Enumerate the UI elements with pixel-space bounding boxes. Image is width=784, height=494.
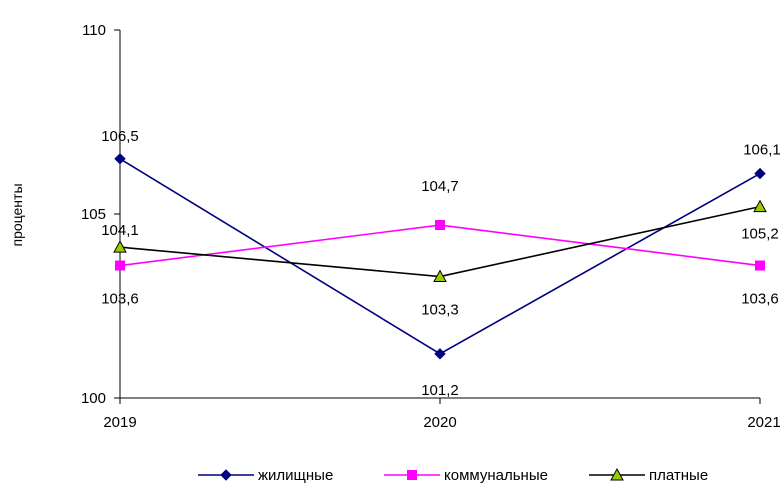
data-labels: 106,5 101,2 106,1 103,6 104,7 103,6 104,1 103,3… xyxy=(101,128,781,399)
data-point-платные xyxy=(433,269,447,283)
legend: жилищные коммунальные платные xyxy=(198,467,708,484)
x-tick-label: 2019 xyxy=(103,414,136,431)
data-label: 104,7 xyxy=(421,178,459,195)
legend-label-платные: платные xyxy=(649,467,708,484)
axes: 100 105 110 2019 2020 2021 xyxy=(81,22,781,431)
data-point-коммунальные xyxy=(435,220,445,231)
data-point-платные xyxy=(113,240,127,253)
data-label: 106,1 xyxy=(743,142,781,159)
series-layer xyxy=(113,153,767,360)
y-tick-label: 100 xyxy=(81,390,106,407)
data-point-платные xyxy=(753,199,767,213)
legend-label-жилищные: жилищные xyxy=(258,467,333,484)
y-axis-label: проценты xyxy=(9,183,25,246)
data-label: 103,6 xyxy=(101,291,139,308)
series-line-коммунальные xyxy=(119,224,761,267)
data-label: 105,2 xyxy=(741,226,779,243)
data-point-коммунальные xyxy=(115,260,125,271)
x-tick-label: 2020 xyxy=(423,414,456,431)
legend-marker-платные xyxy=(610,467,624,481)
x-tick-label: 2021 xyxy=(747,414,780,431)
data-point-жилищные xyxy=(754,167,766,180)
data-label: 103,6 xyxy=(741,291,779,308)
data-point-жилищные xyxy=(434,348,446,360)
data-label: 101,2 xyxy=(421,382,459,399)
legend-label-коммунальные: коммунальные xyxy=(444,467,548,484)
y-tick-label: 110 xyxy=(82,22,106,39)
y-tick-label: 105 xyxy=(81,206,106,223)
legend-marker-коммунальные xyxy=(407,470,417,480)
data-point-жилищные xyxy=(114,153,126,165)
data-label: 103,3 xyxy=(421,302,459,319)
data-label: 106,5 xyxy=(101,128,139,145)
data-label: 104,1 xyxy=(101,222,139,239)
data-point-коммунальные xyxy=(755,260,765,271)
legend-marker-жилищные xyxy=(220,469,232,481)
